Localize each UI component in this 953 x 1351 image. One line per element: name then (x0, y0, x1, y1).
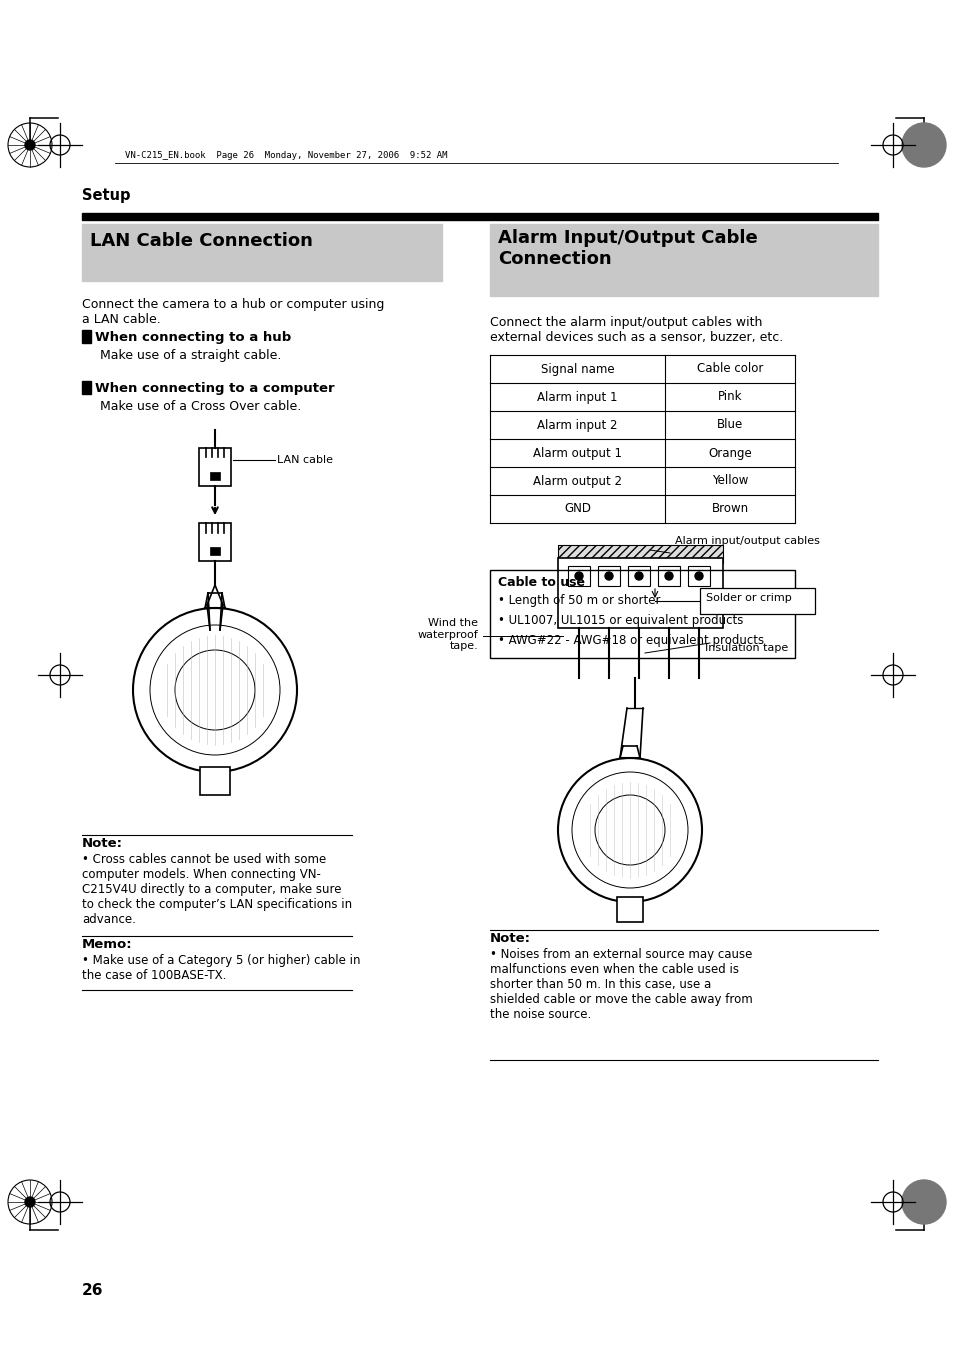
Bar (687, 566, 709, 586)
Text: Alarm output 1: Alarm output 1 (533, 446, 621, 459)
Bar (627, 566, 649, 586)
Text: Setup: Setup (82, 188, 131, 203)
Text: Insulation tape: Insulation tape (704, 643, 787, 653)
Text: Pink: Pink (717, 390, 741, 404)
Circle shape (25, 1197, 35, 1206)
Text: • AWG#22 - AWG#18 or equivalent products: • AWG#22 - AWG#18 or equivalent products (497, 634, 763, 647)
Text: Wind the
waterproof
tape.: Wind the waterproof tape. (416, 617, 477, 651)
Bar (617, 897, 642, 921)
Text: Note:: Note: (82, 838, 123, 850)
Text: • Cross cables cannot be used with some
computer models. When connecting VN-
C21: • Cross cables cannot be used with some … (82, 852, 352, 925)
Text: Solder or crimp: Solder or crimp (705, 593, 791, 603)
Text: Cable to use: Cable to use (497, 576, 584, 589)
Text: Connect the alarm input/output cables with
external devices such as a sensor, bu: Connect the alarm input/output cables wi… (490, 316, 782, 345)
Text: Cable color: Cable color (696, 362, 762, 376)
Bar (82, 224, 441, 281)
Text: Brown: Brown (711, 503, 748, 516)
Text: Alarm output 2: Alarm output 2 (533, 474, 621, 488)
Circle shape (901, 1179, 945, 1224)
Text: Signal name: Signal name (540, 362, 614, 376)
Bar (490, 570, 794, 658)
Text: Connect the camera to a hub or computer using
a LAN cable.: Connect the camera to a hub or computer … (82, 299, 384, 326)
Bar (82, 213, 877, 220)
Bar (658, 566, 679, 586)
Text: VN-C215_EN.book  Page 26  Monday, November 27, 2006  9:52 AM: VN-C215_EN.book Page 26 Monday, November… (125, 151, 447, 159)
Text: • UL1007, UL1015 or equivalent products: • UL1007, UL1015 or equivalent products (497, 613, 742, 627)
Text: Note:: Note: (490, 932, 531, 944)
Text: When connecting to a hub: When connecting to a hub (95, 331, 291, 345)
Bar (558, 558, 722, 628)
Text: GND: GND (563, 503, 590, 516)
Text: • Noises from an external source may cause
malfunctions even when the cable used: • Noises from an external source may cau… (490, 948, 752, 1021)
Text: Alarm input/output cables: Alarm input/output cables (675, 536, 819, 546)
Text: • Make use of a Category 5 (or higher) cable in
the case of 100BASE-TX.: • Make use of a Category 5 (or higher) c… (82, 954, 360, 982)
Text: LAN Cable Connection: LAN Cable Connection (90, 232, 313, 250)
Text: Blue: Blue (716, 419, 742, 431)
Bar (82, 330, 91, 343)
Bar (598, 566, 619, 586)
Text: Alarm input 2: Alarm input 2 (537, 419, 618, 431)
Circle shape (575, 571, 582, 580)
Text: 26: 26 (82, 1283, 103, 1298)
Bar (199, 449, 231, 486)
Text: When connecting to a computer: When connecting to a computer (95, 382, 335, 394)
Circle shape (901, 123, 945, 168)
Bar (210, 471, 220, 480)
Circle shape (558, 758, 701, 902)
Bar (210, 547, 220, 555)
Circle shape (132, 608, 296, 771)
Circle shape (664, 571, 672, 580)
Text: Orange: Orange (707, 446, 751, 459)
Bar (200, 767, 230, 794)
Text: Alarm Input/Output Cable
Connection: Alarm Input/Output Cable Connection (497, 230, 757, 267)
Circle shape (25, 141, 35, 150)
Bar (567, 566, 589, 586)
Bar (490, 224, 877, 296)
Text: Memo:: Memo: (82, 938, 132, 951)
Circle shape (695, 571, 702, 580)
Circle shape (604, 571, 613, 580)
Text: LAN cable: LAN cable (276, 455, 333, 465)
Circle shape (635, 571, 642, 580)
Text: Yellow: Yellow (711, 474, 747, 488)
Bar (558, 544, 722, 563)
Bar (82, 381, 91, 394)
Text: Make use of a Cross Over cable.: Make use of a Cross Over cable. (100, 400, 301, 413)
Text: Alarm input 1: Alarm input 1 (537, 390, 618, 404)
Bar (700, 588, 814, 613)
Bar (199, 523, 231, 561)
Text: • Length of 50 m or shorter: • Length of 50 m or shorter (497, 594, 659, 607)
Text: Make use of a straight cable.: Make use of a straight cable. (100, 349, 281, 362)
